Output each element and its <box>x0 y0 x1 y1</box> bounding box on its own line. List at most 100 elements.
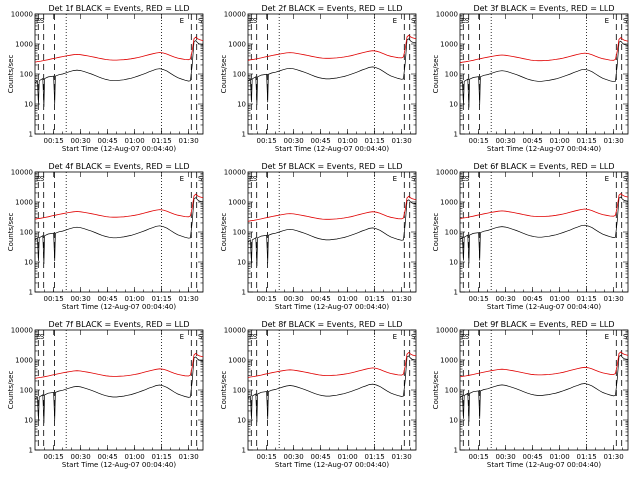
y-tick-label: 10 <box>449 259 458 267</box>
x-tick-label: 01:00 <box>338 137 358 145</box>
series-line-events <box>34 197 204 265</box>
y-tick-label: 10000 <box>11 169 33 177</box>
x-tick-label: 01:15 <box>152 453 172 461</box>
marker-S: S <box>40 333 45 341</box>
marker-S: S <box>623 17 628 25</box>
x-tick-label: 00:45 <box>98 453 118 461</box>
x-tick-label: 00:45 <box>523 453 543 461</box>
x-tick-label: 00:30 <box>284 295 304 303</box>
marker-S: S <box>198 17 203 25</box>
x-tick-label: 01:30 <box>392 453 412 461</box>
y-tick-label: 1000 <box>440 41 458 49</box>
y-tick-label: 10 <box>237 259 246 267</box>
x-tick-label: 01:15 <box>365 295 385 303</box>
series-line-events <box>459 354 629 422</box>
y-tick-label: 1 <box>29 289 33 297</box>
plot-frame <box>247 171 417 293</box>
y-tick-label: 1000 <box>228 357 246 365</box>
marker-E: E <box>36 175 40 183</box>
y-axis-label: Counts/sec <box>220 371 228 410</box>
panel-title: Det 9f BLACK = Events, RED = LLD <box>473 320 614 329</box>
panel-det-5f: Det 5f BLACK = Events, RED = LLD 1 10 100 10… <box>220 162 417 311</box>
x-tick-label: 00:30 <box>496 137 516 145</box>
x-tick-label: 00:45 <box>523 137 543 145</box>
panel-title: Det 1f BLACK = Events, RED = LLD <box>48 4 189 13</box>
y-tick-label: 1000 <box>440 199 458 207</box>
marker-E: E <box>605 175 609 183</box>
y-axis-label: Counts/sec <box>432 213 440 252</box>
y-tick-label: 100 <box>445 387 458 395</box>
y-tick-label: 1 <box>242 447 246 455</box>
marker-S: S <box>253 333 258 341</box>
x-tick-label: 01:30 <box>179 453 199 461</box>
marker-S: S <box>253 175 258 183</box>
y-tick-label: 1 <box>242 289 246 297</box>
x-axis-label: Start Time (12-Aug-07 00:04:40) <box>487 461 601 469</box>
panel-det-9f: Det 9f BLACK = Events, RED = LLD 1 10 100 10… <box>432 320 629 469</box>
x-tick-label: 01:00 <box>550 295 570 303</box>
x-tick-label: 00:15 <box>44 137 64 145</box>
y-tick-label: 10000 <box>436 169 458 177</box>
marker-S: S <box>623 175 628 183</box>
y-tick-label: 1000 <box>15 199 33 207</box>
x-tick-label: 01:00 <box>125 137 145 145</box>
marker-E: E <box>461 175 465 183</box>
series-line-events <box>34 40 204 107</box>
x-tick-label: 01:15 <box>577 453 597 461</box>
x-tick-label: 01:00 <box>338 453 358 461</box>
y-tick-label: 10000 <box>11 11 33 19</box>
y-axis-label: Counts/sec <box>7 371 15 410</box>
x-tick-label: 01:30 <box>604 137 624 145</box>
y-tick-label: 10 <box>237 101 246 109</box>
x-tick-label: 01:30 <box>604 295 624 303</box>
x-tick-label: 00:15 <box>469 453 489 461</box>
series-line-lld <box>248 34 417 61</box>
x-tick-label: 00:45 <box>98 137 118 145</box>
marker-E: E <box>461 333 465 341</box>
y-tick-label: 10000 <box>436 327 458 335</box>
plot-frame <box>459 171 629 293</box>
marker-E: E <box>249 333 253 341</box>
y-tick-label: 100 <box>233 71 246 79</box>
marker-S: S <box>40 175 45 183</box>
y-tick-label: 10000 <box>436 11 458 19</box>
x-tick-label: 01:30 <box>604 453 624 461</box>
marker-E: E <box>393 333 397 341</box>
panel-title: Det 4f BLACK = Events, RED = LLD <box>48 162 189 171</box>
x-tick-label: 00:15 <box>469 295 489 303</box>
y-tick-label: 100 <box>233 387 246 395</box>
y-tick-label: 100 <box>20 229 33 237</box>
y-tick-label: 1 <box>29 131 33 139</box>
marker-S: S <box>253 17 258 25</box>
panel-det-6f: Det 6f BLACK = Events, RED = LLD 1 10 100 10… <box>432 162 629 311</box>
marker-E: E <box>249 17 253 25</box>
series-line-events <box>459 40 629 108</box>
y-tick-label: 1000 <box>15 41 33 49</box>
marker-S: S <box>465 333 470 341</box>
y-tick-label: 1 <box>454 289 458 297</box>
x-tick-label: 00:15 <box>44 295 64 303</box>
y-tick-label: 100 <box>233 229 246 237</box>
x-tick-label: 00:45 <box>311 453 331 461</box>
x-axis-label: Start Time (12-Aug-07 00:04:40) <box>487 303 601 311</box>
y-axis-label: Counts/sec <box>220 213 228 252</box>
marker-S: S <box>411 17 416 25</box>
plot-frame <box>34 13 204 135</box>
marker-E: E <box>36 17 40 25</box>
marker-S: S <box>198 333 203 341</box>
marker-S: S <box>198 175 203 183</box>
x-tick-label: 01:00 <box>125 295 145 303</box>
marker-E: E <box>36 333 40 341</box>
x-tick-label: 00:15 <box>469 137 489 145</box>
plot-frame <box>247 13 417 135</box>
y-tick-label: 100 <box>20 71 33 79</box>
x-tick-label: 00:45 <box>523 295 543 303</box>
y-tick-label: 10 <box>449 417 458 425</box>
y-axis-label: Counts/sec <box>432 371 440 410</box>
y-tick-label: 10000 <box>224 169 246 177</box>
marker-E: E <box>180 175 184 183</box>
x-axis-label: Start Time (12-Aug-07 00:04:40) <box>62 303 176 311</box>
x-tick-label: 00:30 <box>71 137 91 145</box>
marker-E: E <box>249 175 253 183</box>
